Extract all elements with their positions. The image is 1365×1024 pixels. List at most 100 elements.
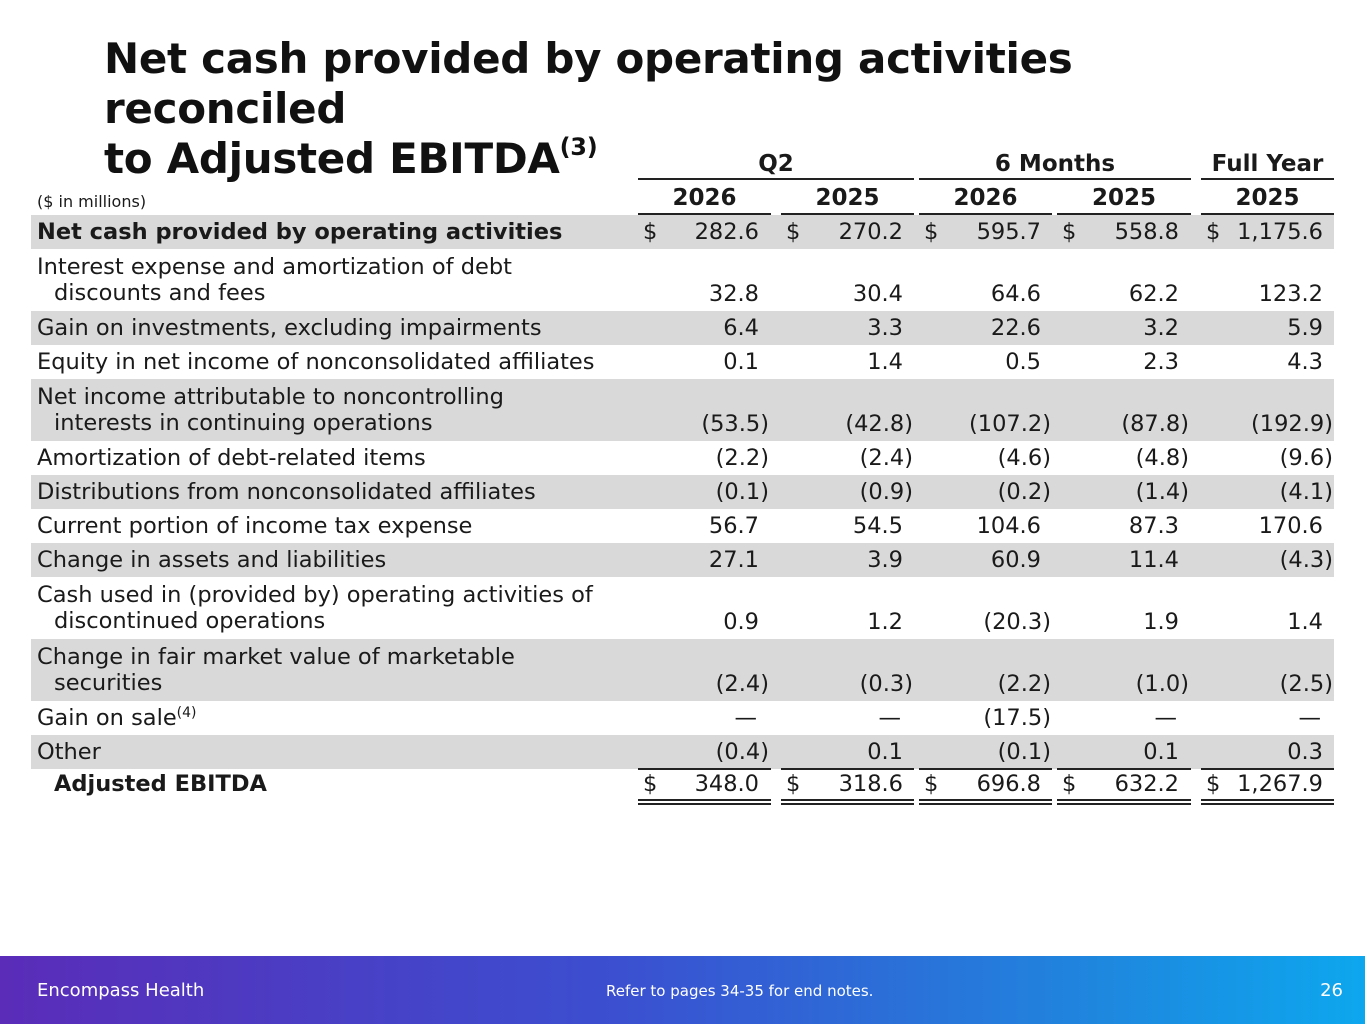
row-label: Amortization of debt-related items — [37, 445, 426, 471]
currency-symbol: $ — [1206, 771, 1221, 797]
table-cell: — — [734, 705, 758, 731]
table-cell: 62.2 — [1128, 281, 1179, 307]
table-cell: (4.8) — [1135, 445, 1189, 471]
table-cell: 170.6 — [1258, 513, 1323, 539]
table-row: Other — [31, 735, 1334, 769]
table-cell: (87.8) — [1121, 411, 1189, 437]
row-label: Gain on investments, excluding impairmen… — [37, 315, 542, 341]
table-cell: 5.9 — [1287, 315, 1323, 341]
table-cell: 56.7 — [708, 513, 759, 539]
header-year-6m-2025: 2025 — [1057, 183, 1191, 215]
table-cell: — — [1154, 705, 1178, 731]
header-group-q2: Q2 — [638, 150, 914, 180]
table-cell: 0.1 — [1143, 739, 1179, 765]
table-row: Net cash provided by operating activitie… — [31, 215, 1334, 249]
table-cell: 1,175.6 — [1237, 219, 1323, 245]
row-label: Equity in net income of nonconsolidated … — [37, 349, 595, 375]
table-cell: (2.2) — [715, 445, 769, 471]
total-double-rule — [638, 799, 771, 805]
header-year-q2-2026: 2026 — [638, 183, 771, 215]
table-row: Gain on sale(4) — [31, 701, 1334, 735]
table-cell: (9.6) — [1279, 445, 1333, 471]
table-cell: (107.2) — [969, 411, 1051, 437]
table-cell: (20.3) — [983, 609, 1051, 635]
subtotal-rule — [781, 768, 914, 770]
table-cell: 4.3 — [1287, 349, 1323, 375]
header-year-q2-2025: 2025 — [781, 183, 914, 215]
table-cell: — — [1298, 705, 1322, 731]
table-cell: (1.4) — [1135, 479, 1189, 505]
table-row: Change in assets and liabilities — [31, 543, 1334, 577]
page-number: 26 — [1320, 980, 1343, 1001]
table-cell: 558.8 — [1114, 219, 1179, 245]
table-cell: (0.9) — [859, 479, 913, 505]
currency-symbol: $ — [786, 219, 801, 245]
table-row: Amortization of debt-related items — [31, 441, 1334, 475]
table-cell: (42.8) — [845, 411, 913, 437]
table-cell: 3.3 — [867, 315, 903, 341]
table-cell: (2.2) — [997, 671, 1051, 697]
table-cell: (0.2) — [997, 479, 1051, 505]
footer-note: Refer to pages 34-35 for end notes. — [606, 982, 874, 1000]
table-cell: 0.3 — [1287, 739, 1323, 765]
table-cell: 0.5 — [1005, 349, 1041, 375]
footer-brand: Encompass Health — [37, 980, 205, 1001]
table-cell: 1.9 — [1143, 609, 1179, 635]
table-cell: (0.3) — [859, 671, 913, 697]
table-cell: 1.2 — [867, 609, 903, 635]
table-row: Interest expense and amortization of deb… — [31, 249, 1334, 311]
table-row: Distributions from nonconsolidated affil… — [31, 475, 1334, 509]
row-label: Adjusted EBITDA — [54, 771, 267, 797]
table-cell: 0.1 — [867, 739, 903, 765]
table-cell: (0.1) — [997, 739, 1051, 765]
row-label: Other — [37, 739, 101, 765]
table-row: Equity in net income of nonconsolidated … — [31, 345, 1334, 379]
total-double-rule — [781, 799, 914, 805]
currency-symbol: $ — [643, 771, 658, 797]
row-label: Change in fair market value of marketabl… — [37, 644, 515, 696]
table-cell: 2.3 — [1143, 349, 1179, 375]
row-label: Change in assets and liabilities — [37, 547, 387, 573]
table-cell: 6.4 — [723, 315, 759, 341]
table-cell: — — [878, 705, 902, 731]
row-label: Net cash provided by operating activitie… — [37, 219, 563, 245]
row-label: Cash used in (provided by) operating act… — [37, 582, 593, 634]
table-cell: 1.4 — [1287, 609, 1323, 635]
row-label: Current portion of income tax expense — [37, 513, 473, 539]
title-line-2: to Adjusted EBITDA — [104, 134, 560, 183]
row-label: Net income attributable to noncontrollin… — [37, 384, 504, 436]
table-row: Net income attributable to noncontrollin… — [31, 379, 1334, 441]
table-cell: 22.6 — [990, 315, 1041, 341]
table-cell: 3.9 — [867, 547, 903, 573]
header-year-6m-2026: 2026 — [919, 183, 1052, 215]
row-label: Gain on sale(4) — [37, 705, 197, 731]
table-cell: (0.4) — [715, 739, 769, 765]
table-cell: 27.1 — [708, 547, 759, 573]
table-cell: 123.2 — [1258, 281, 1323, 307]
currency-symbol: $ — [924, 219, 939, 245]
currency-symbol: $ — [1062, 219, 1077, 245]
table-cell: 1,267.9 — [1237, 771, 1323, 797]
table-row: Current portion of income tax expense — [31, 509, 1334, 543]
header-year-fy-2025: 2025 — [1201, 183, 1334, 215]
table-row: Change in fair market value of marketabl… — [31, 639, 1334, 701]
table-row: Cash used in (provided by) operating act… — [31, 577, 1334, 639]
table-cell: (4.1) — [1279, 479, 1333, 505]
footnote-ref: (4) — [176, 705, 197, 721]
title-footnote-ref: (3) — [559, 133, 598, 161]
title-line-1: Net cash provided by operating activitie… — [104, 34, 1073, 133]
table-cell: 318.6 — [838, 771, 903, 797]
row-label: Interest expense and amortization of deb… — [37, 254, 512, 306]
page-title: Net cash provided by operating activitie… — [104, 34, 1304, 184]
table-cell: 54.5 — [852, 513, 903, 539]
table-cell: 87.3 — [1128, 513, 1179, 539]
table-cell: 270.2 — [838, 219, 903, 245]
table-cell: (192.9) — [1251, 411, 1333, 437]
table-cell: (2.5) — [1279, 671, 1333, 697]
currency-symbol: $ — [924, 771, 939, 797]
table-cell: 11.4 — [1128, 547, 1179, 573]
subtotal-rule — [1057, 768, 1191, 770]
currency-symbol: $ — [1062, 771, 1077, 797]
table-cell: 0.1 — [723, 349, 759, 375]
table-cell: 32.8 — [708, 281, 759, 307]
